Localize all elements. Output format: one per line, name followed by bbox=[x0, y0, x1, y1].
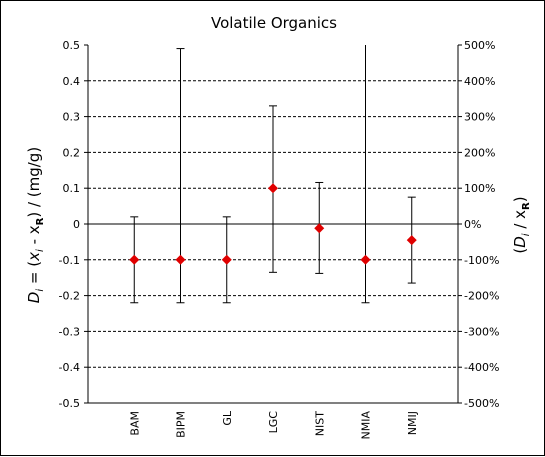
axes bbox=[84, 44, 462, 404]
y2-tick-labels: 500% 400% 300% 200% 100% 0% -100% -200% -300% -40… bbox=[464, 39, 499, 410]
error-bars bbox=[130, 45, 416, 304]
x-category-label: NIST bbox=[313, 411, 326, 436]
y-tick-label: 0.3 bbox=[63, 111, 81, 124]
y2-tick-label: -100% bbox=[464, 254, 499, 267]
x-category-label: GL bbox=[221, 410, 234, 426]
y2-tick-label: -400% bbox=[464, 361, 499, 374]
y-tick-label: 0.4 bbox=[63, 75, 81, 88]
y2-tick-label: 100% bbox=[464, 182, 495, 195]
x-category-label: NMIA bbox=[360, 411, 373, 440]
x-category-label: BAM bbox=[128, 411, 141, 436]
data-point bbox=[406, 235, 417, 246]
y-axis-label-right: (Di / xR) bbox=[511, 196, 532, 253]
y-tick-labels: 0.5 0.4 0.3 0.2 0.1 0 -0.1 -0.2 -0.3 -0.4 -0.5 bbox=[59, 39, 80, 410]
y2-tick-label: 200% bbox=[464, 146, 495, 159]
y-tick-label: 0 bbox=[73, 218, 80, 231]
x-category-label: BIPM bbox=[175, 411, 188, 438]
x-category-labels: BAM BIPM GL LGC NIST NMIA NMIJ bbox=[128, 410, 419, 439]
y-tick-label: 0.5 bbox=[63, 39, 81, 52]
data-point bbox=[129, 254, 140, 265]
data-point bbox=[360, 254, 371, 265]
y2-tick-label: 500% bbox=[464, 39, 495, 52]
data-points bbox=[129, 183, 417, 265]
data-point bbox=[314, 223, 325, 234]
x-category-label: LGC bbox=[267, 411, 280, 434]
y2-tick-label: -500% bbox=[464, 397, 499, 410]
y2-tick-label: 0% bbox=[464, 218, 481, 231]
data-point bbox=[175, 254, 186, 265]
y-tick-label: -0.3 bbox=[59, 325, 80, 338]
y-tick-label: 0.2 bbox=[63, 146, 81, 159]
y-tick-label: 0.1 bbox=[63, 182, 81, 195]
y-tick-label: -0.4 bbox=[59, 361, 80, 374]
y2-tick-label: 400% bbox=[464, 75, 495, 88]
y-tick-label: -0.5 bbox=[59, 397, 80, 410]
x-category-label: NMIJ bbox=[406, 411, 419, 435]
data-point bbox=[221, 254, 232, 265]
y2-tick-label: 300% bbox=[464, 111, 495, 124]
chart-title: Volatile Organics bbox=[211, 14, 337, 32]
y2-tick-label: -300% bbox=[464, 325, 499, 338]
y-tick-label: -0.1 bbox=[59, 254, 80, 267]
y2-tick-label: -200% bbox=[464, 290, 499, 303]
data-point bbox=[268, 183, 278, 194]
y-axis-label-left: Di = (xi - xR) / (mg/g) bbox=[25, 147, 46, 303]
y-tick-label: -0.2 bbox=[59, 290, 80, 303]
